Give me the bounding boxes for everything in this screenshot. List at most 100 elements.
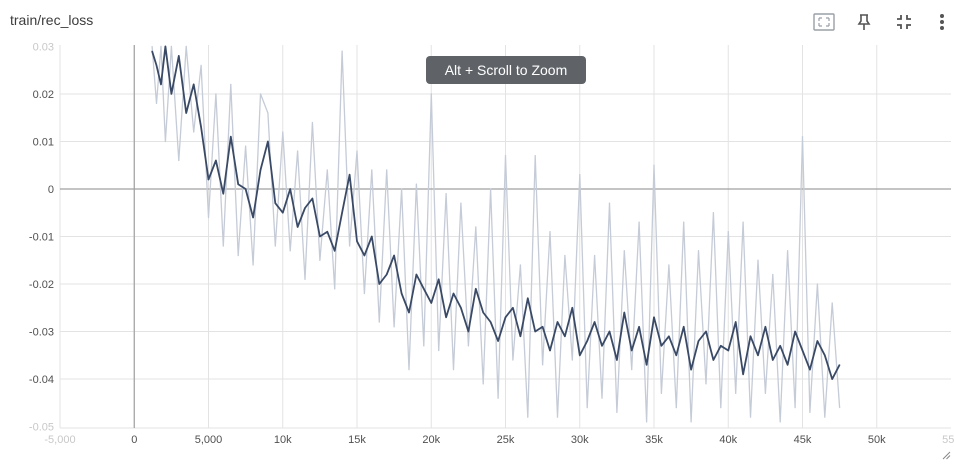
raw-series-line-point <box>527 416 529 418</box>
smoothed-series-line-point <box>245 188 247 190</box>
smoothed-series-line-point <box>160 83 162 86</box>
y-tick-label: -0.02 <box>29 279 54 291</box>
raw-series-line-point <box>155 102 158 105</box>
card-title: train/rec_loss <box>10 12 94 28</box>
raw-series-line-point <box>720 406 722 409</box>
raw-series-line-point <box>504 155 507 157</box>
raw-series-line-point <box>452 368 455 371</box>
raw-series-line-point <box>311 121 314 124</box>
raw-series-line-point <box>616 411 618 413</box>
raw-series-line-point <box>282 131 284 133</box>
raw-series-line-point <box>542 364 544 366</box>
raw-series-line-point <box>727 231 729 233</box>
smoothed-series-line-point <box>690 368 692 371</box>
collapse-button[interactable] <box>892 10 916 34</box>
x-tick-label: 40k <box>719 434 737 446</box>
raw-series-line-point <box>475 226 477 228</box>
raw-series-line-point <box>326 169 328 171</box>
raw-series-line-point <box>151 45 153 48</box>
smoothed-series-line-point <box>512 307 514 309</box>
smoothed-series-line-point <box>675 354 677 356</box>
raw-series-line-point <box>601 397 603 399</box>
more-menu-button[interactable] <box>930 10 954 34</box>
smoothed-series-line-point <box>200 126 202 128</box>
y-tick-label: 0.01 <box>33 136 54 148</box>
smoothed-series-line-point <box>297 226 299 228</box>
raw-series-line-point <box>363 292 366 295</box>
smoothed-series-line-point <box>185 112 187 114</box>
raw-series-line-point <box>207 216 210 219</box>
zoom-hint-tooltip: Alt + Scroll to Zoom <box>426 56 586 84</box>
raw-series-line-point <box>386 169 388 171</box>
smoothed-series-line-point <box>542 326 544 328</box>
raw-series-line-point <box>653 164 655 166</box>
raw-series-line-point <box>356 150 358 152</box>
pin-icon <box>857 14 871 30</box>
raw-series-line-point <box>712 212 715 214</box>
raw-series-line-point <box>608 202 611 204</box>
y-tick-label: 0 <box>48 184 54 196</box>
raw-series-line-point <box>586 406 588 409</box>
x-tick-label: 5,000 <box>195 434 223 446</box>
raw-series-line-point <box>393 326 395 328</box>
smoothed-series-line-point <box>683 326 685 328</box>
smoothed-series-line-point <box>452 292 455 295</box>
raw-series-line-point <box>512 359 514 361</box>
smoothed-series-line-point <box>631 349 633 352</box>
x-tick-label: 35k <box>645 434 663 446</box>
x-tick-label: -5,000 <box>44 434 75 446</box>
smoothed-series-line-point <box>356 240 358 242</box>
raw-series-line-point <box>438 349 440 352</box>
smoothed-series-line-point <box>638 326 640 328</box>
smoothed-series-line-point <box>475 288 477 290</box>
raw-series-line-point <box>460 202 462 204</box>
smoothed-series-line-point <box>705 330 707 333</box>
smoothed-series-line-point <box>215 159 217 162</box>
raw-series-line-point <box>772 273 774 276</box>
smoothed-series-line-point <box>252 216 254 219</box>
smoothed-series-line-point <box>348 174 351 176</box>
raw-series-line-point <box>831 302 833 304</box>
smoothed-series-line-point <box>527 297 529 299</box>
raw-series-line-point <box>170 45 172 48</box>
smoothed-series-line-point <box>608 330 611 333</box>
x-tick-label: 30k <box>571 434 589 446</box>
smoothed-series-line-point <box>164 45 167 48</box>
smoothed-series-line-point <box>623 311 625 314</box>
smoothed-series-line-point <box>371 235 373 238</box>
smoothed-series-line-point <box>230 136 232 138</box>
x-tick-label: 10k <box>274 434 292 446</box>
smoothed-series-line-point <box>749 335 752 337</box>
x-tick-label: 55k <box>942 434 954 446</box>
x-tick-label: 15k <box>348 434 366 446</box>
raw-series-line-point <box>556 416 559 418</box>
smoothed-series-line-point <box>645 364 648 366</box>
smoothed-series-line-point <box>720 345 722 347</box>
raw-series-line-point <box>178 159 180 162</box>
raw-series-line-point <box>490 188 492 190</box>
smoothed-series-line-point <box>304 207 306 209</box>
raw-series-line-point <box>215 93 217 95</box>
raw-series-line[interactable] <box>151 45 841 423</box>
smoothed-series-line-point <box>712 359 715 361</box>
raw-series-line-point <box>378 321 380 323</box>
raw-series-line-point <box>245 145 247 147</box>
smoothed-series-line-point <box>490 321 492 323</box>
x-tick-label: 50k <box>868 434 886 446</box>
smoothed-series-line-point <box>697 340 700 342</box>
raw-series-line-point <box>697 250 700 252</box>
raw-series-line-point <box>482 383 484 385</box>
smoothed-series-line-point <box>742 373 744 375</box>
smoothed-series-line-point <box>660 345 663 347</box>
fit-domain-button[interactable] <box>812 10 836 34</box>
smoothed-series-line-point <box>839 364 841 366</box>
smoothed-series-line-point <box>311 197 314 200</box>
pin-button[interactable] <box>852 10 876 34</box>
smoothed-series-line-point <box>779 345 781 347</box>
raw-series-line-point <box>252 264 254 266</box>
y-tick-label: -0.03 <box>29 327 54 339</box>
resize-handle-icon[interactable] <box>942 451 951 460</box>
raw-series-line-point <box>430 93 432 95</box>
raw-series-line-point <box>638 221 640 223</box>
